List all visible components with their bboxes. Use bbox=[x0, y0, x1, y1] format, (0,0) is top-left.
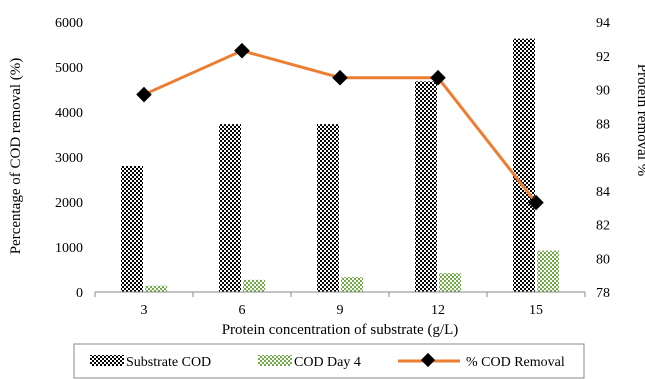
line-marker-cod-removal-15 bbox=[528, 194, 544, 211]
y-right-tick-label: 84 bbox=[596, 185, 610, 200]
x-tick-label: 3 bbox=[141, 303, 148, 318]
bar-cod-day-4-3 bbox=[145, 285, 167, 292]
y-left-tick-label: 4000 bbox=[55, 106, 83, 121]
bar-substrate-cod-9 bbox=[317, 124, 339, 293]
legend-label-substrate-cod: Substrate COD bbox=[126, 355, 211, 370]
x-axis-ticks: 3 6 9 12 15 bbox=[94, 292, 586, 318]
line-marker-cod-removal-9 bbox=[332, 69, 348, 86]
legend-label-cod-day-4: COD Day 4 bbox=[294, 355, 361, 370]
bar-cod-day-4-9 bbox=[341, 277, 363, 292]
legend-swatch-substrate-cod bbox=[90, 355, 124, 366]
y-axis-left-title: Percentage of COD removal (%) bbox=[8, 58, 24, 255]
x-tick-label: 15 bbox=[529, 303, 543, 318]
y-left-tick-label: 5000 bbox=[55, 61, 83, 76]
bar-substrate-cod-15 bbox=[513, 38, 535, 293]
bar-substrate-cod-12 bbox=[415, 81, 437, 293]
y-axis-left-ticks: 0 1000 2000 3000 4000 5000 6000 bbox=[55, 16, 83, 301]
y-left-tick-label: 0 bbox=[76, 286, 83, 301]
y-left-tick-label: 2000 bbox=[55, 196, 83, 211]
x-axis-title: Protein concentration of substrate (g/L) bbox=[222, 322, 459, 338]
x-tick-label: 12 bbox=[431, 303, 445, 318]
line-series bbox=[136, 42, 544, 211]
y-right-tick-label: 80 bbox=[596, 252, 610, 267]
bar-substrate-cod-6 bbox=[219, 124, 241, 293]
y-left-tick-label: 1000 bbox=[55, 241, 83, 256]
y-right-tick-label: 94 bbox=[596, 16, 610, 31]
y-right-tick-label: 78 bbox=[596, 286, 610, 301]
legend: Substrate COD COD Day 4 % COD Removal bbox=[73, 343, 585, 379]
bars bbox=[121, 38, 559, 293]
y-axis-right-ticks: 78 80 82 84 86 88 90 92 94 bbox=[596, 16, 610, 301]
bar-substrate-cod-3 bbox=[121, 166, 143, 292]
y-right-tick-label: 86 bbox=[596, 151, 610, 166]
legend-frame bbox=[73, 343, 585, 379]
y-left-tick-label: 3000 bbox=[55, 151, 83, 166]
x-tick-label: 6 bbox=[239, 303, 246, 318]
y-left-tick-label: 6000 bbox=[55, 16, 83, 31]
x-tick-label: 9 bbox=[337, 303, 344, 318]
legend-label-cod-removal: % COD Removal bbox=[466, 355, 565, 370]
legend-marker-cod-removal bbox=[420, 352, 436, 368]
bar-cod-day-4-12 bbox=[439, 273, 461, 292]
y-right-tick-label: 88 bbox=[596, 117, 610, 132]
line-marker-cod-removal-3 bbox=[136, 86, 152, 103]
y-right-tick-label: 90 bbox=[596, 84, 610, 99]
y-right-tick-label: 82 bbox=[596, 219, 610, 234]
line-marker-cod-removal-6 bbox=[234, 42, 250, 59]
y-right-tick-label: 92 bbox=[596, 50, 610, 65]
bar-cod-day-4-15 bbox=[537, 250, 559, 292]
legend-swatch-cod-day-4 bbox=[258, 355, 292, 366]
bar-cod-day-4-6 bbox=[243, 279, 265, 292]
y-axis-right-title: Protein removal % bbox=[634, 64, 645, 176]
